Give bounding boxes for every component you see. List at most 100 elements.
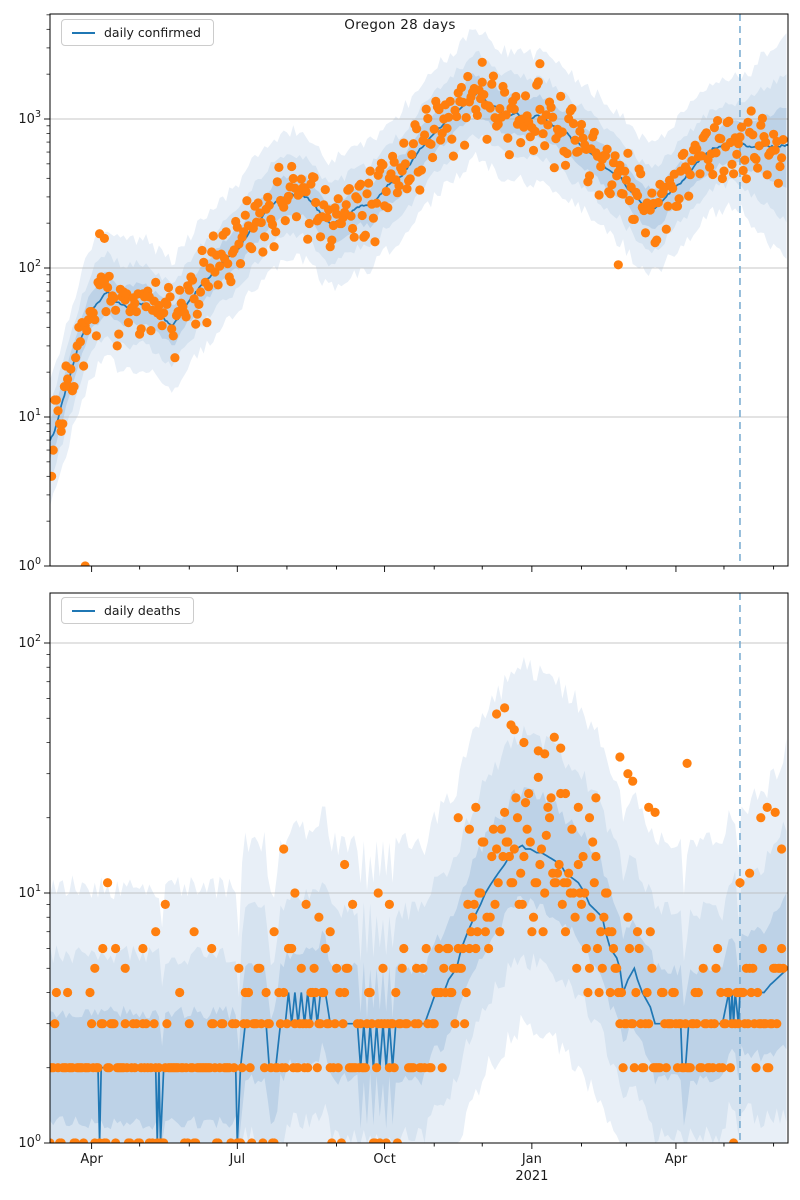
data-point (748, 963, 758, 973)
data-point (256, 217, 266, 228)
data-point (524, 788, 534, 799)
data-point (556, 91, 566, 101)
data-point (444, 943, 454, 954)
data-point (213, 280, 223, 290)
data-point (562, 148, 572, 159)
data-point-outlier (98, 943, 108, 954)
data-point (548, 112, 558, 122)
data-point (727, 159, 737, 169)
data-point (495, 927, 505, 937)
data-point (447, 134, 457, 144)
data-point (504, 150, 514, 160)
data-point (130, 1063, 140, 1073)
data-point (538, 927, 548, 937)
data-point (466, 927, 476, 937)
data-point (365, 987, 375, 998)
data-point (554, 859, 564, 870)
data-point (408, 1063, 418, 1073)
data-point (653, 197, 663, 208)
data-point (79, 1138, 89, 1143)
data-point (383, 203, 393, 213)
data-point (429, 1019, 439, 1029)
data-point (53, 406, 63, 416)
data-point (540, 141, 550, 151)
data-point (610, 151, 620, 161)
data-point (632, 927, 643, 937)
data-point (573, 146, 583, 156)
data-point (343, 963, 353, 973)
data-point (679, 148, 689, 158)
data-point (480, 927, 490, 937)
data-point (476, 888, 486, 898)
data-point (596, 161, 606, 172)
data-point (624, 943, 635, 954)
data-point (287, 943, 297, 954)
data-point (437, 1063, 447, 1073)
data-point (151, 277, 161, 287)
data-point (692, 1019, 702, 1029)
legend-label: daily confirmed (104, 25, 201, 40)
data-point (629, 1063, 639, 1073)
data-point (202, 318, 212, 328)
data-point (709, 1019, 720, 1029)
data-point (732, 149, 742, 159)
data-point (311, 987, 321, 998)
data-point (509, 844, 519, 854)
data-point (488, 824, 498, 834)
data-point (594, 987, 604, 998)
data-point (368, 213, 378, 223)
data-point (426, 1063, 436, 1073)
data-point (131, 307, 141, 317)
data-point (724, 987, 734, 998)
data-point-outlier (373, 888, 383, 898)
data-point (634, 943, 644, 954)
data-point (572, 963, 582, 973)
data-point (463, 71, 473, 82)
data-point (303, 1063, 313, 1073)
data-point (170, 353, 180, 363)
data-point (632, 191, 643, 201)
data-point-outlier (207, 943, 217, 954)
data-point (743, 117, 753, 127)
data-point (56, 1138, 66, 1143)
data-point (247, 244, 257, 254)
data-point (69, 382, 79, 392)
uncertainty-band-inner (50, 787, 787, 1143)
data-point-outlier (644, 802, 654, 813)
data-point (322, 213, 332, 223)
data-point (471, 943, 481, 954)
data-point (191, 319, 201, 329)
data-point (493, 119, 503, 129)
data-point (125, 1138, 135, 1143)
data-point (528, 145, 539, 155)
data-point (596, 927, 606, 937)
data-point-outlier (509, 725, 519, 735)
data-point (184, 285, 194, 295)
data-point (429, 124, 439, 134)
data-point-outlier (80, 561, 90, 566)
data-point (416, 165, 426, 175)
data-point (242, 1019, 252, 1029)
x-tick-label: Apr (665, 1152, 688, 1167)
data-point (639, 1063, 649, 1073)
data-point-outlier (623, 769, 633, 779)
data-point (203, 282, 214, 292)
data-point (711, 963, 721, 973)
data-point (324, 1019, 334, 1029)
data-point (240, 210, 250, 220)
data-point (333, 194, 343, 204)
data-point (389, 157, 399, 167)
data-point (777, 153, 787, 163)
data-point (365, 166, 375, 176)
data-point (517, 899, 527, 910)
data-point (98, 1019, 108, 1029)
data-point (586, 912, 596, 922)
data-point (498, 851, 508, 862)
data-point (477, 77, 487, 87)
data-point (740, 155, 750, 165)
data-point (770, 145, 780, 155)
data-point (629, 214, 639, 224)
data-point (540, 888, 550, 898)
data-point (264, 1019, 274, 1029)
legend-label: daily deaths (104, 603, 181, 618)
